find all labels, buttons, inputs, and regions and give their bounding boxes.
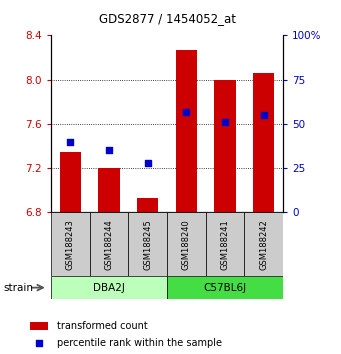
Bar [167, 212, 206, 276]
Text: GSM188241: GSM188241 [221, 219, 229, 270]
Text: GDS2877 / 1454052_at: GDS2877 / 1454052_at [99, 12, 236, 25]
Text: GSM188240: GSM188240 [182, 219, 191, 270]
Text: percentile rank within the sample: percentile rank within the sample [57, 338, 222, 348]
Text: GSM188242: GSM188242 [259, 219, 268, 270]
Text: strain: strain [3, 282, 33, 293]
Point [145, 160, 150, 166]
Bar [137, 198, 158, 212]
Bar [214, 80, 236, 212]
Bar [51, 276, 167, 299]
Bar [90, 212, 129, 276]
Point [184, 109, 189, 114]
Bar [176, 50, 197, 212]
Bar [99, 168, 120, 212]
Point [261, 112, 266, 118]
Point [36, 340, 42, 346]
Bar [30, 322, 48, 330]
Point [106, 148, 112, 153]
Bar [253, 73, 274, 212]
Bar [206, 212, 244, 276]
Bar [129, 212, 167, 276]
Point [222, 119, 228, 125]
Bar [167, 276, 283, 299]
Point [68, 139, 73, 144]
Bar [60, 152, 81, 212]
Text: GSM188243: GSM188243 [66, 219, 75, 270]
Text: GSM188245: GSM188245 [143, 219, 152, 270]
Bar [244, 212, 283, 276]
Text: GSM188244: GSM188244 [105, 219, 114, 270]
Text: DBA2J: DBA2J [93, 282, 125, 293]
Text: C57BL6J: C57BL6J [204, 282, 247, 293]
Bar [51, 212, 90, 276]
Text: transformed count: transformed count [57, 321, 148, 331]
